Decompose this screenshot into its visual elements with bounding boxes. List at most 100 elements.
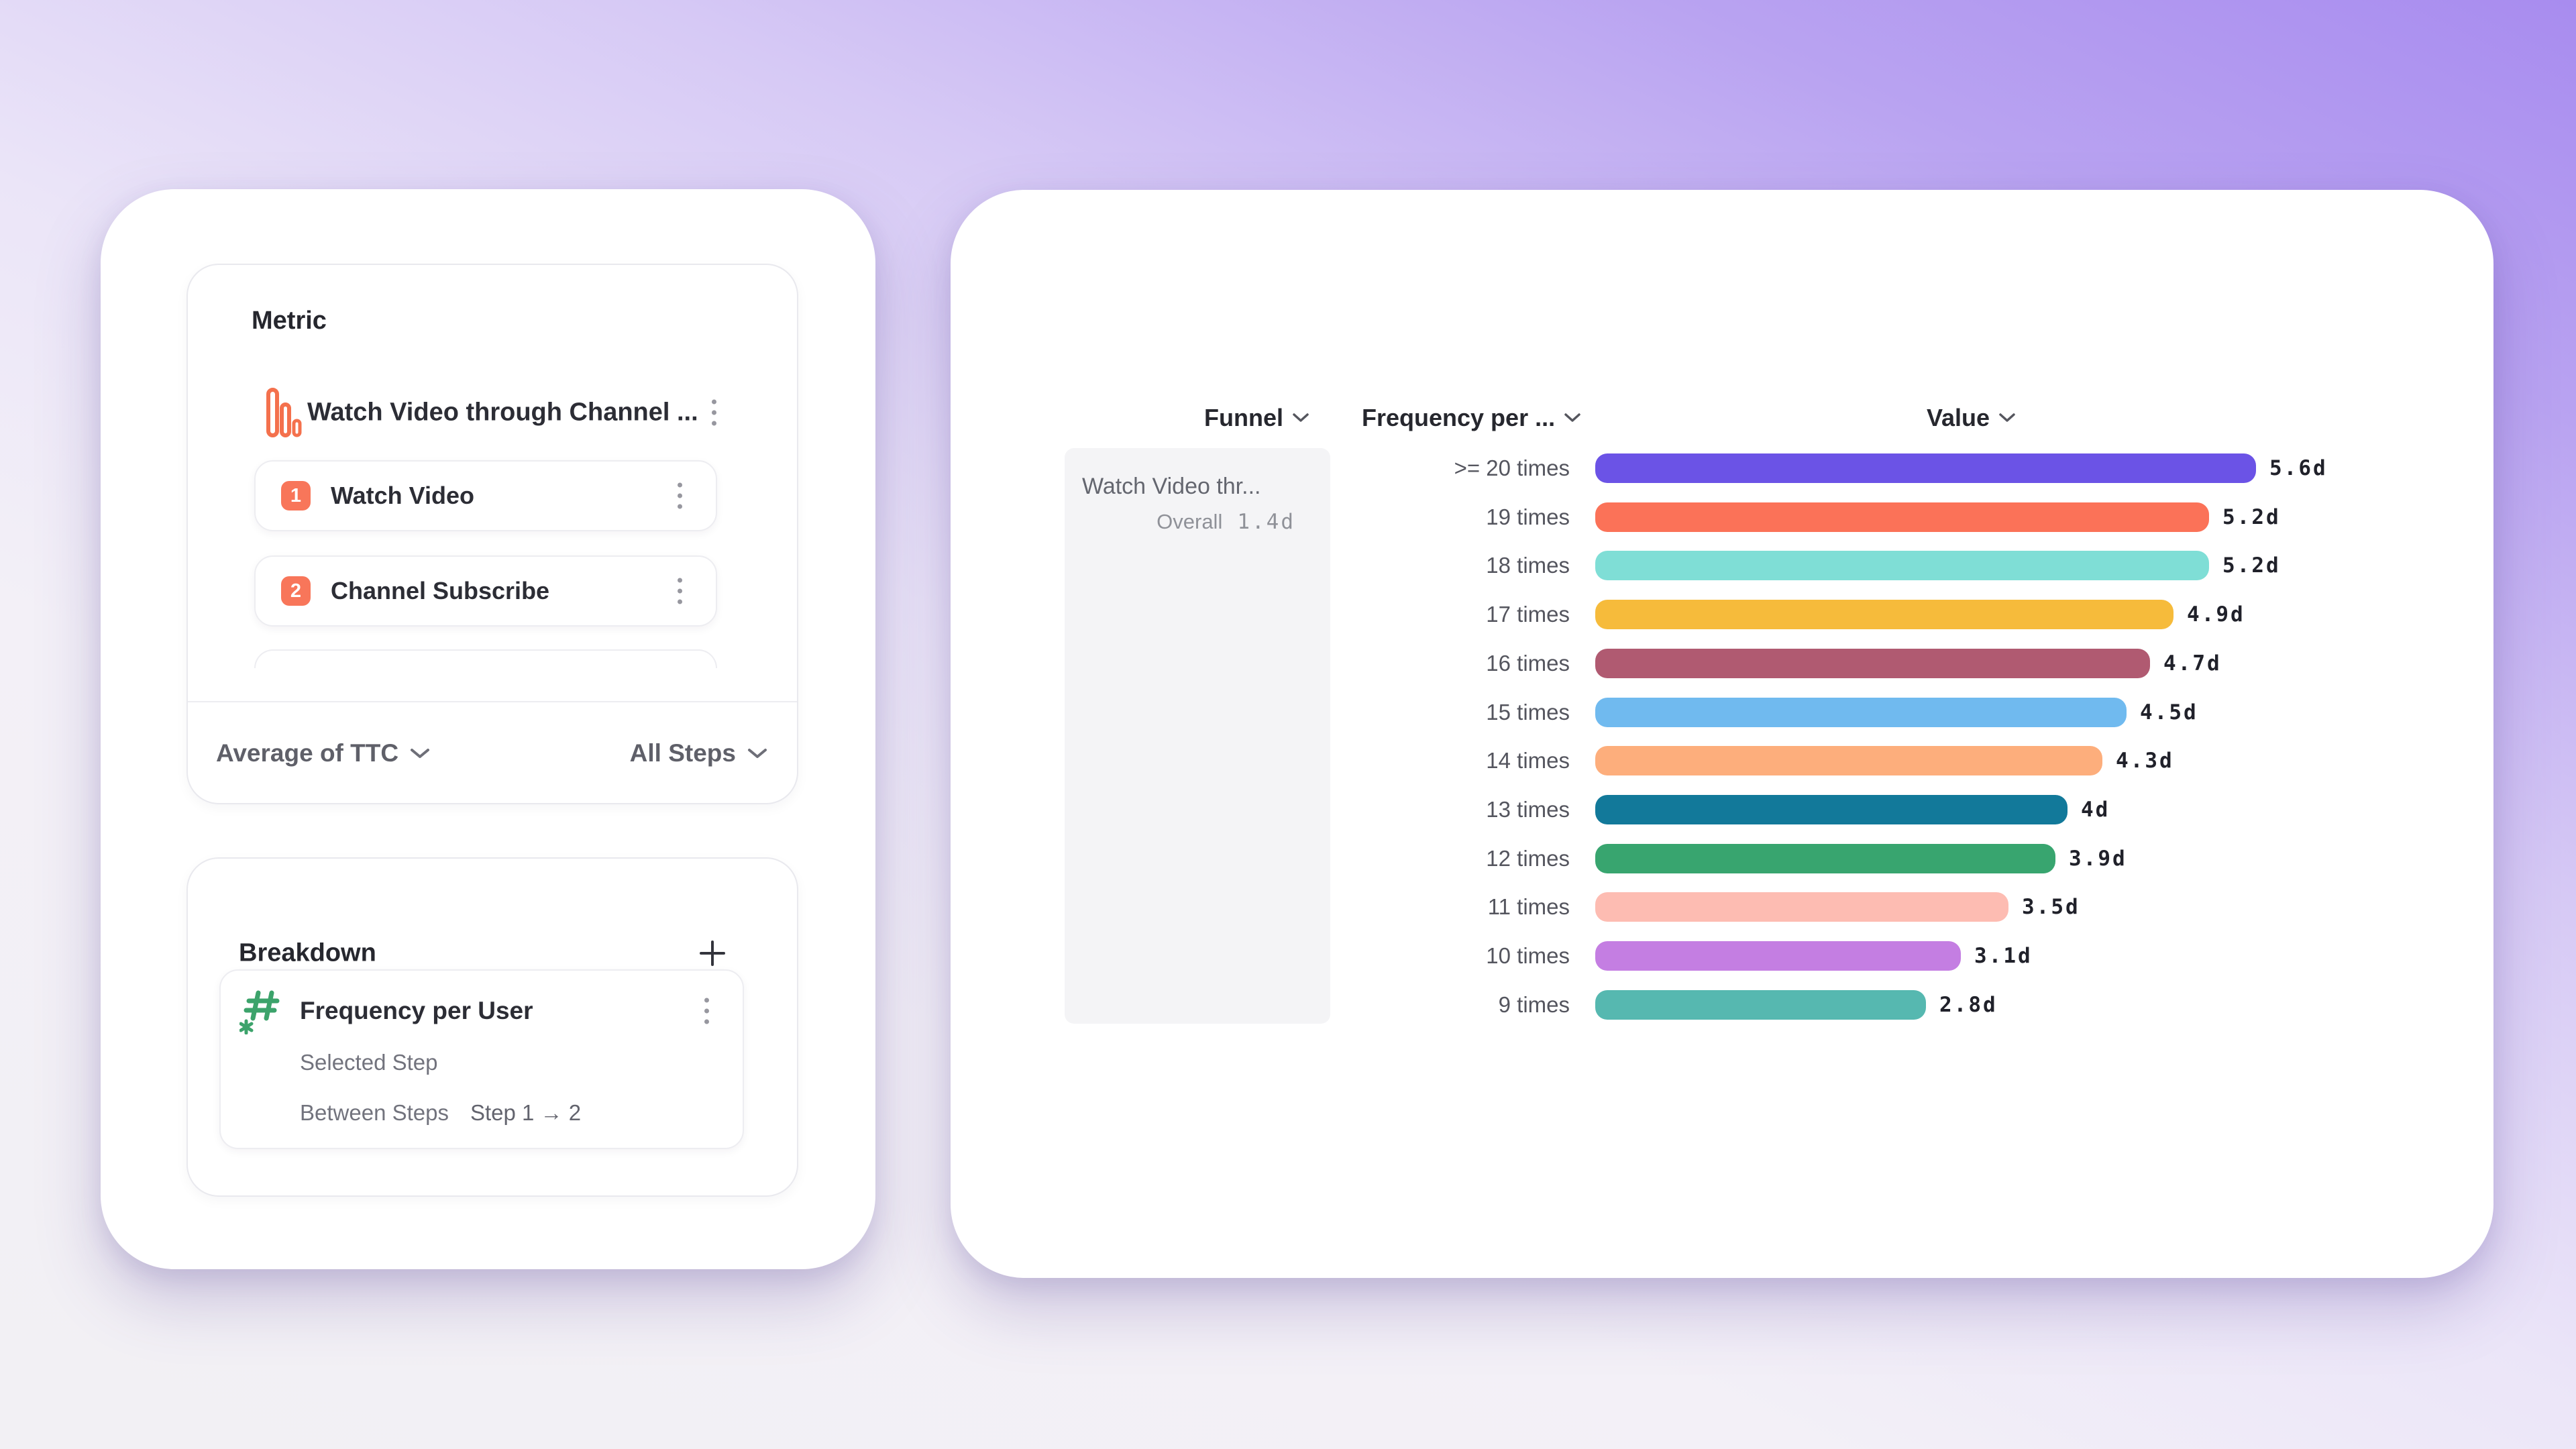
bar-category-label: 13 times <box>1486 796 1570 822</box>
breakdown-property-row: Frequency per User <box>221 985 743 1036</box>
breakdown-property-card[interactable]: Frequency per User Selected Step Between… <box>219 969 744 1149</box>
breakdown-detail-value: Step 1 → 2 <box>470 1100 582 1125</box>
funnel-cell-overall-label: Overall <box>1157 510 1223 533</box>
funnel-name: Watch Video through Channel ... <box>307 398 698 427</box>
bar-segment[interactable] <box>1595 989 1926 1020</box>
bar-segment[interactable] <box>1595 941 1961 971</box>
breakdown-kebab-menu[interactable] <box>698 991 716 1031</box>
bar-category-label: 10 times <box>1486 943 1570 968</box>
chart-row: 9 times 2.8d <box>951 989 2493 1020</box>
bar-segment[interactable] <box>1595 746 2102 776</box>
step-1-label: Watch Video <box>331 482 475 509</box>
step-card-partial <box>254 649 717 668</box>
bar-value-label: 5.6d <box>2269 456 2328 480</box>
bar-value-label: 3.9d <box>2069 846 2127 871</box>
chart-row: 16 times 4.7d <box>951 648 2493 678</box>
metric-card-divider <box>188 701 797 702</box>
chevron-down-icon <box>1999 413 2015 422</box>
bar-segment[interactable] <box>1595 551 2209 581</box>
breakdown-detail-row: Between Steps Step 1 → 2 <box>300 1099 581 1126</box>
breakdown-detail-row: Selected Step <box>300 1049 437 1076</box>
bar-category-label: 19 times <box>1486 504 1570 529</box>
breakdown-title-row: Breakdown <box>188 923 797 983</box>
steps-scope-dropdown[interactable]: All Steps <box>630 739 768 767</box>
column-header-breakdown[interactable]: Frequency per ... <box>1362 403 1582 433</box>
funnel-cell-overall-value: 1.4d <box>1237 510 1295 534</box>
breakdown-detail-label: Between Steps <box>300 1100 449 1125</box>
chart-row: 11 times 3.5d <box>951 892 2493 922</box>
bar-value-label: 4d <box>2081 797 2110 822</box>
chart-row: >= 20 times 5.6d <box>951 453 2493 483</box>
bar-value-label: 3.1d <box>1974 944 2033 968</box>
chart-row: 14 times 4.3d <box>951 746 2493 776</box>
column-header-value[interactable]: Value <box>1927 403 2017 433</box>
metric-options-row: Average of TTC All Steps <box>188 701 797 806</box>
bar-value-label: 4.9d <box>2187 602 2245 627</box>
query-builder-panel: Metric Watch Video through Channel ... 1… <box>101 189 875 1269</box>
bar-segment[interactable] <box>1595 648 2150 678</box>
breakdown-section-title: Breakdown <box>239 938 376 967</box>
bar-segment[interactable] <box>1595 453 2256 483</box>
bar-value-label: 5.2d <box>2222 553 2281 578</box>
breakdown-property-name: Frequency per User <box>300 997 533 1024</box>
bar-segment[interactable] <box>1595 794 2068 824</box>
add-breakdown-button[interactable] <box>698 938 727 968</box>
bar-segment[interactable] <box>1595 697 2127 727</box>
bar-value-label: 4.7d <box>2163 651 2222 676</box>
bar-segment[interactable] <box>1595 892 2008 922</box>
step-2-kebab-menu[interactable] <box>671 572 689 611</box>
chevron-down-icon <box>1293 413 1309 422</box>
bar-category-label: 15 times <box>1486 699 1570 724</box>
funnel-metric-row[interactable]: Watch Video through Channel ... <box>188 372 797 453</box>
column-header-funnel-label: Funnel <box>1204 404 1283 431</box>
bar-segment[interactable] <box>1595 600 2174 630</box>
bar-value-label: 2.8d <box>1939 992 1998 1017</box>
chart-row: 17 times 4.9d <box>951 600 2493 630</box>
bar-value-label: 4.3d <box>2116 749 2174 773</box>
funnel-cell: Watch Video thr... Overall 1.4d <box>1065 448 1330 1024</box>
step-card-1[interactable]: 1 Watch Video <box>254 460 717 531</box>
metric-card: Metric Watch Video through Channel ... 1… <box>186 264 798 804</box>
bar-segment[interactable] <box>1595 502 2209 532</box>
step-1-badge: 1 <box>281 481 311 511</box>
bar-category-label: 11 times <box>1487 894 1570 920</box>
bar-segment[interactable] <box>1595 843 2055 873</box>
chart-panel: Funnel Frequency per ... Value Watch Vid… <box>951 190 2493 1278</box>
measure-dropdown-label: Average of TTC <box>216 739 399 767</box>
step-2-label: Channel Subscribe <box>331 577 550 604</box>
step-1-kebab-menu[interactable] <box>671 476 689 516</box>
funnel-cell-title: Watch Video thr... <box>1082 474 1261 499</box>
chevron-down-icon <box>411 749 430 758</box>
chevron-down-icon <box>748 749 767 758</box>
chart-row: 10 times 3.1d <box>951 941 2493 971</box>
chart-row: 19 times 5.2d <box>951 502 2493 532</box>
step-card-2[interactable]: 2 Channel Subscribe <box>254 555 717 627</box>
funnel-cell-overall-row: Overall 1.4d <box>1157 510 1295 534</box>
chart-row: 15 times 4.5d <box>951 697 2493 727</box>
funnel-chart-icon <box>266 388 302 437</box>
funnel-kebab-menu[interactable] <box>705 393 723 433</box>
chevron-down-icon <box>1564 413 1580 422</box>
column-header-funnel[interactable]: Funnel <box>1204 403 1310 433</box>
column-header-value-label: Value <box>1926 404 1990 431</box>
measure-dropdown[interactable]: Average of TTC <box>216 739 431 767</box>
bar-category-label: 16 times <box>1486 650 1570 676</box>
steps-scope-dropdown-label: All Steps <box>629 739 736 767</box>
bar-category-label: 14 times <box>1486 748 1570 773</box>
bar-value-label: 3.5d <box>2022 895 2080 920</box>
chart-area: Funnel Frequency per ... Value Watch Vid… <box>951 190 2493 1278</box>
numeric-property-icon <box>239 990 280 1034</box>
chart-row: 13 times 4d <box>951 794 2493 824</box>
bar-category-label: 17 times <box>1486 602 1570 627</box>
metric-section-title: Metric <box>252 307 327 335</box>
chart-row: 12 times 3.9d <box>951 843 2493 873</box>
chart-row: 18 times 5.2d <box>951 551 2493 581</box>
column-header-breakdown-label: Frequency per ... <box>1362 404 1556 431</box>
bar-category-label: 9 times <box>1498 991 1570 1017</box>
bar-value-label: 5.2d <box>2222 504 2281 529</box>
bar-value-label: 4.5d <box>2140 700 2198 724</box>
bar-category-label: >= 20 times <box>1454 455 1570 480</box>
breakdown-detail-label: Selected Step <box>300 1050 438 1075</box>
step-2-badge: 2 <box>281 576 311 606</box>
